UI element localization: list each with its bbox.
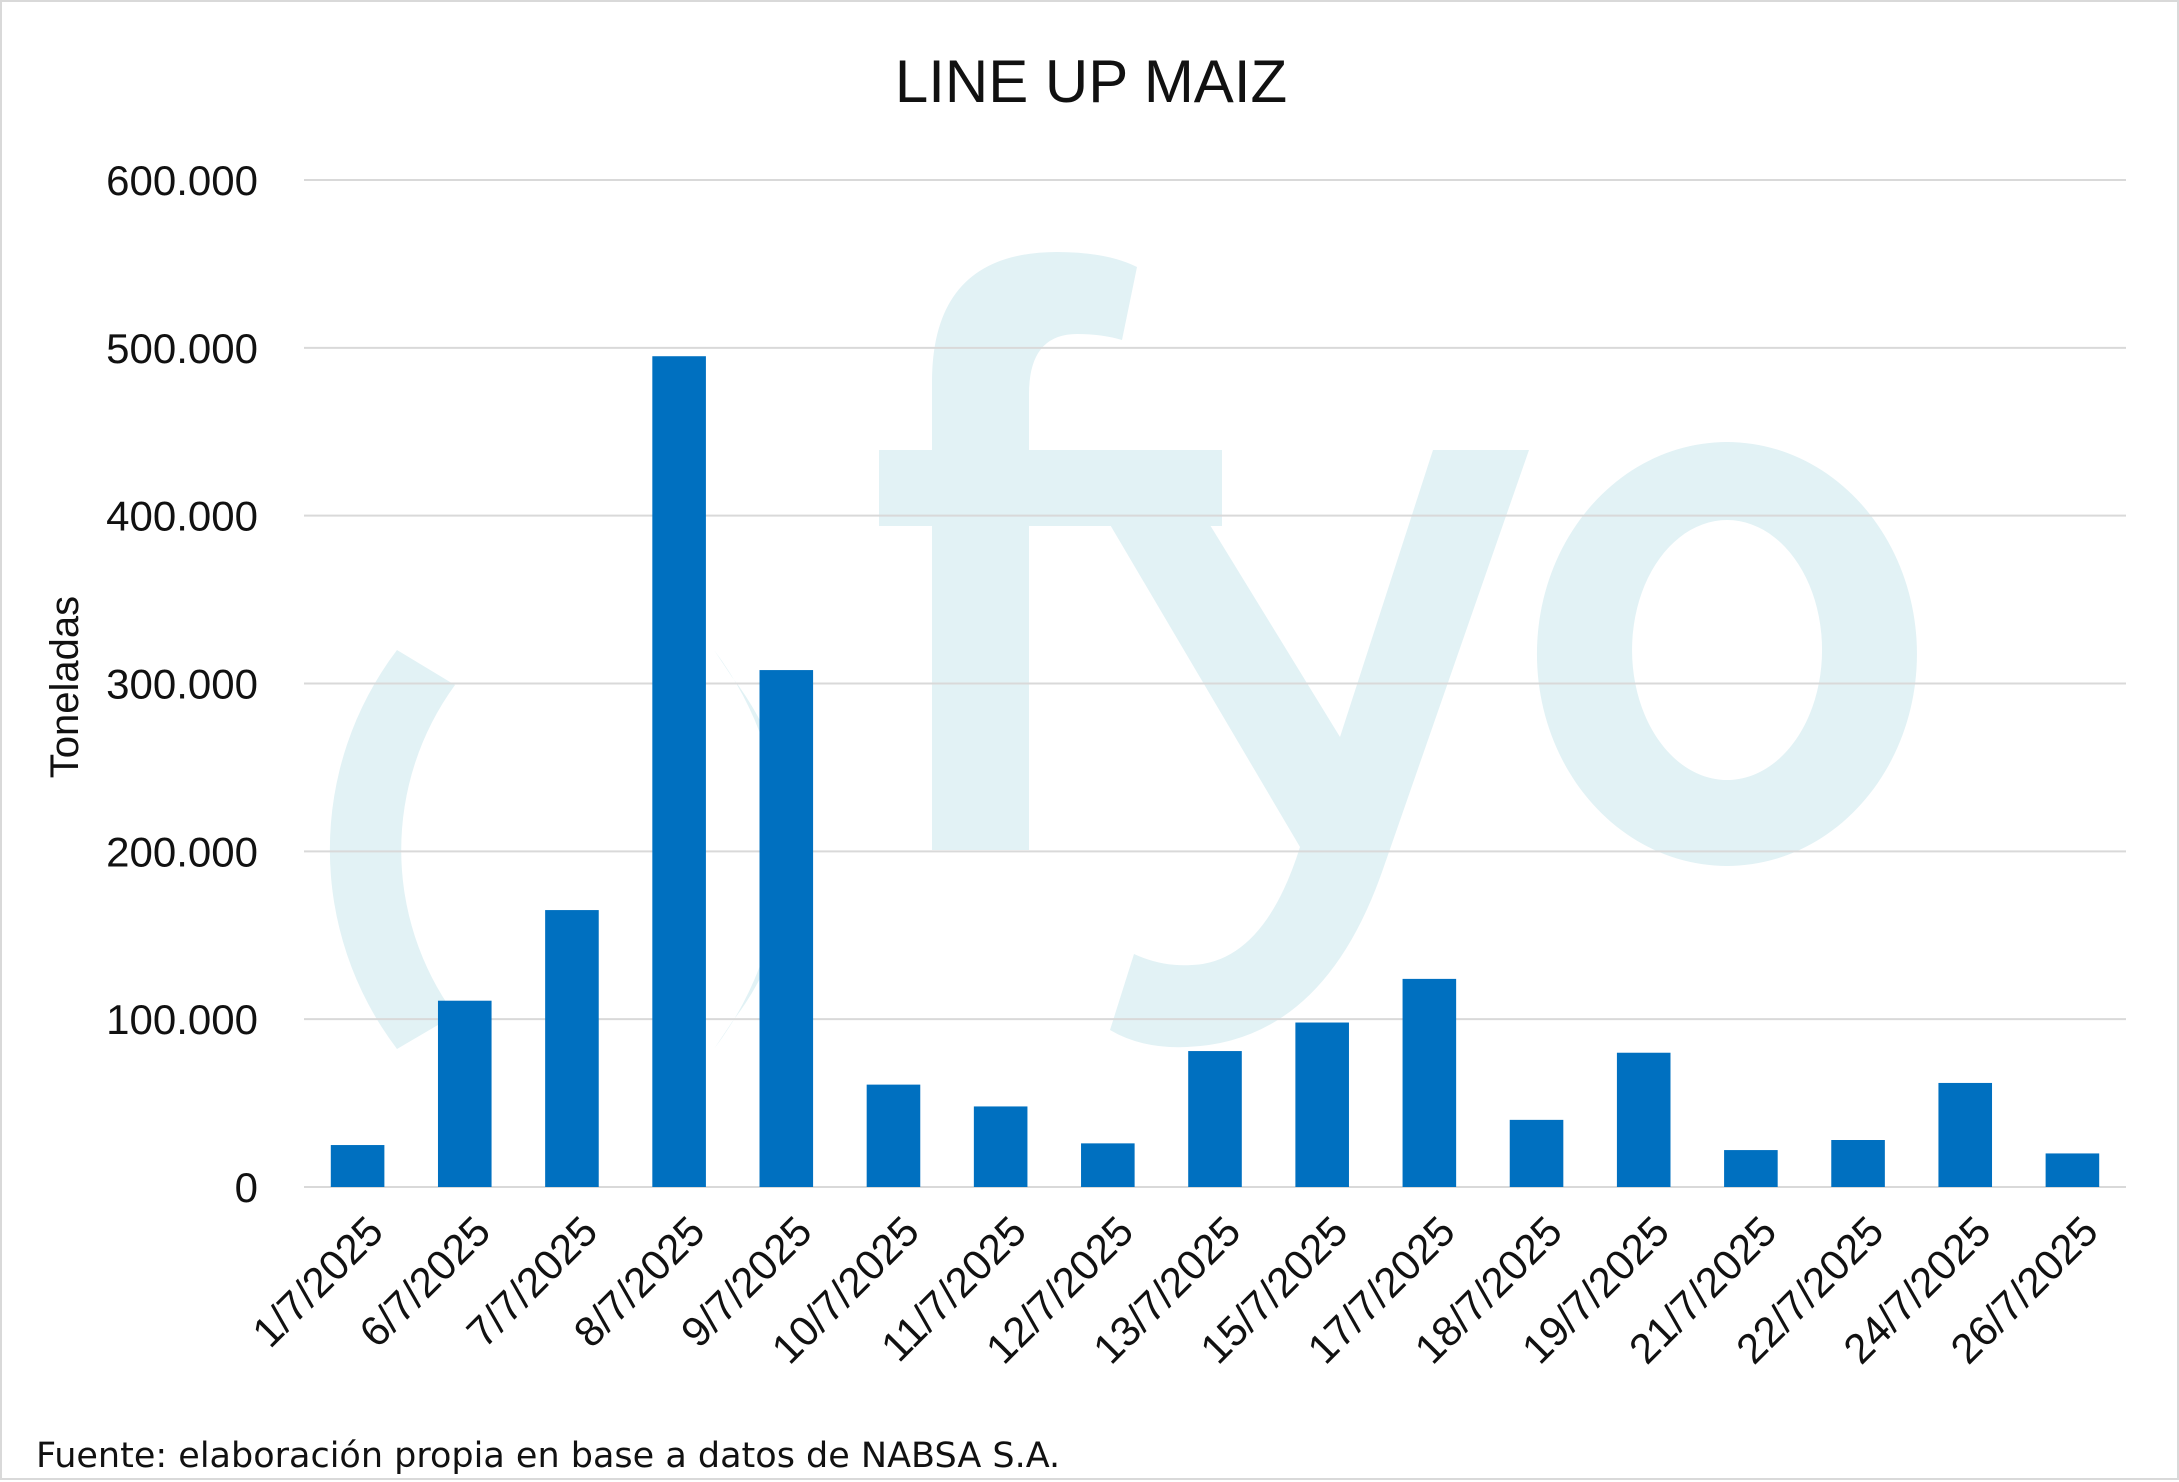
bar-9/7/2025 [759, 670, 814, 1187]
y-tick-label: 300.000 [106, 661, 258, 708]
watermark-letter-y [1066, 450, 1529, 1048]
bar-26/7/2025 [2045, 1153, 2100, 1187]
y-tick-label: 400.000 [106, 493, 258, 540]
bar-10/7/2025 [866, 1084, 921, 1187]
bar-13/7/2025 [1188, 1051, 1242, 1187]
bars [330, 356, 2100, 1188]
bar-12/7/2025 [1081, 1143, 1135, 1187]
bar-18/7/2025 [1509, 1119, 1564, 1187]
y-tick-label: 200.000 [106, 828, 258, 875]
y-tick-label: 0 [235, 1164, 258, 1211]
bar-6/7/2025 [437, 1000, 492, 1187]
y-tick-label: 600.000 [106, 157, 258, 204]
y-tick-label: 500.000 [106, 325, 258, 372]
bar-7/7/2025 [545, 910, 599, 1187]
bar-17/7/2025 [1402, 978, 1457, 1187]
watermark-letter-o [1536, 442, 1917, 867]
bar-21/7/2025 [1724, 1150, 1778, 1187]
watermark-letter-f [879, 252, 1222, 850]
chart-title: LINE UP MAIZ [895, 48, 1287, 115]
source-note: Fuente: elaboración propia en base a dat… [36, 1436, 1060, 1476]
bar-15/7/2025 [1295, 1022, 1349, 1187]
y-axis-ticks: 0 100.000 200.000 300.000 400.000 500.000 600.… [106, 157, 258, 1211]
bar-8/7/2025 [652, 356, 706, 1188]
y-axis-label: Toneladas [43, 596, 87, 778]
bar-19/7/2025 [1616, 1052, 1671, 1187]
bar-11/7/2025 [973, 1106, 1028, 1187]
bar-24/7/2025 [1938, 1082, 1993, 1187]
bar-1/7/2025 [330, 1145, 385, 1187]
bar-22/7/2025 [1831, 1140, 1885, 1187]
watermark-arc-left [329, 650, 455, 1049]
y-tick-label: 100.000 [106, 996, 258, 1043]
x-axis-ticks: 1/7/20256/7/20257/7/20258/7/20259/7/2025… [243, 1207, 2107, 1372]
